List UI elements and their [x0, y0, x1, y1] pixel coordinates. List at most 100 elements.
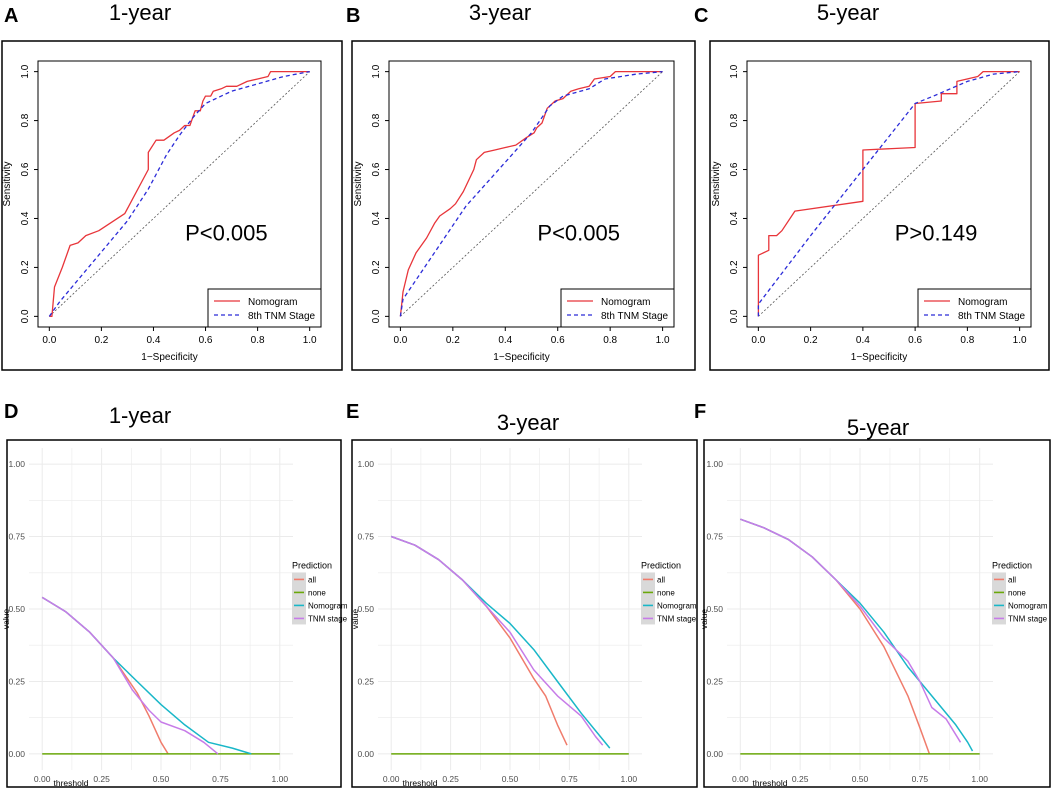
y-tick-label: 0.6: [20, 162, 31, 176]
legend-label: TNM stage: [308, 614, 348, 623]
x-tick-label: 0.25: [442, 774, 459, 784]
x-tick-label: 0.25: [93, 774, 110, 784]
series-nomogram: [757, 70, 1020, 317]
x-tick-label: 0.0: [393, 335, 407, 346]
y-tick-label: 0.8: [371, 113, 382, 127]
y-axis-label: value: [350, 609, 360, 630]
y-tick-label: 0.75: [706, 532, 723, 542]
y-axis-label: value: [699, 609, 709, 630]
panel-title: 1-year: [109, 0, 171, 25]
legend-label: 8th TNM Stage: [601, 311, 669, 322]
plot-area: [388, 60, 675, 328]
x-tick-label: 1.0: [656, 335, 670, 346]
legend-label: TNM stage: [1008, 614, 1048, 623]
legend-key-bg: [292, 572, 306, 625]
panel-title: 3-year: [469, 0, 531, 25]
y-tick-label: 0.00: [8, 749, 25, 759]
legend-label: Nomogram: [248, 297, 297, 308]
y-tick-label: 0.0: [371, 309, 382, 323]
y-axis-label: Sensitivity: [353, 161, 364, 206]
x-tick-label: 0.4: [147, 335, 161, 346]
x-axis-label: 1−Specificity: [493, 352, 549, 363]
y-tick-label: 1.0: [371, 64, 382, 78]
legend-label: none: [657, 588, 675, 597]
x-tick-label: 0.75: [561, 774, 578, 784]
panel-title: 5-year: [817, 0, 879, 25]
y-tick-label: 0.25: [706, 676, 723, 686]
y-tick-label: 0.75: [8, 532, 25, 542]
series-tnm-stage: [41, 596, 219, 755]
x-tick-label: 0.75: [212, 774, 229, 784]
y-tick-label: 0.4: [371, 211, 382, 225]
panel-frame: [351, 439, 698, 788]
panel-letter: F: [694, 401, 706, 423]
legend-label: 8th TNM Stage: [958, 311, 1026, 322]
series-tnm-stage: [390, 535, 604, 746]
x-tick-label: 1.0: [1013, 335, 1027, 346]
y-tick-label: 1.00: [706, 459, 723, 469]
legend-box: [917, 288, 1032, 328]
reference-diagonal: [49, 71, 310, 317]
panel-A: A 1-year 0.0 0.2 0.4 0.6 0.8 1.0 0.0 0.2 0.4 0.6 0.8…: [1, 0, 343, 371]
x-tick-label: 0.2: [94, 335, 108, 346]
legend-title: Prediction: [292, 560, 332, 570]
legend-label: Nomogram: [1008, 601, 1048, 610]
x-tick-label: 0.4: [498, 335, 512, 346]
panel-title: 1-year: [109, 403, 171, 428]
panel-F: F 5-year 0.00 0.25 0.50 0.75 1.00 0.00 0.25 0.50 0…: [694, 401, 1051, 788]
y-tick-label: 0.0: [729, 309, 740, 323]
y-tick-label: 0.4: [729, 211, 740, 225]
plot-area: [37, 60, 322, 328]
legend-label: none: [1008, 588, 1026, 597]
x-tick-label: 0.6: [199, 335, 213, 346]
x-tick-label: 0.00: [732, 774, 749, 784]
y-tick-label: 0.75: [357, 532, 374, 542]
legend-label: TNM stage: [657, 614, 697, 623]
series-nomogram: [399, 70, 663, 317]
legend-label: all: [308, 575, 316, 584]
panel-letter: B: [346, 5, 360, 27]
legend-box: [207, 288, 322, 328]
series-8th-tnm-stage: [48, 70, 310, 317]
x-axis-label: threshold: [54, 778, 89, 788]
x-axis-label: threshold: [753, 778, 788, 788]
legend-label: all: [1008, 575, 1016, 584]
y-axis-label: value: [1, 609, 11, 630]
series-nomogram: [49, 70, 310, 318]
y-tick-label: 1.0: [20, 64, 31, 78]
legend-label: 8th TNM Stage: [248, 311, 316, 322]
legend-title: Prediction: [641, 560, 681, 570]
y-tick-label: 0.8: [20, 113, 31, 127]
x-tick-label: 0.00: [383, 774, 400, 784]
series-tnm-stage: [740, 518, 962, 743]
legend-label: all: [657, 575, 665, 584]
panel-E: E 3-year 0.00 0.25 0.50 0.75 1.00 0.00 0.25 0.50 0…: [346, 401, 698, 788]
x-tick-label: 0.4: [856, 335, 870, 346]
x-axis-label: 1−Specificity: [851, 352, 907, 363]
x-tick-label: 1.0: [303, 335, 317, 346]
y-tick-label: 0.25: [8, 676, 25, 686]
x-tick-label: 0.0: [42, 335, 56, 346]
x-tick-label: 0.8: [960, 335, 974, 346]
panel-letter: A: [4, 5, 18, 27]
plot-area: [746, 60, 1032, 328]
legend-key-bg: [992, 572, 1006, 625]
x-tick-label: 0.8: [603, 335, 617, 346]
panel-letter: E: [346, 401, 359, 423]
x-tick-label: 1.00: [971, 774, 988, 784]
x-tick-label: 0.0: [751, 335, 765, 346]
x-tick-label: 0.8: [251, 335, 265, 346]
p-value-annotation: P<0.005: [185, 220, 268, 245]
y-tick-label: 0.50: [706, 604, 723, 614]
panel-B: B 3-year 0.0 0.2 0.4 0.6 0.8 1.0 0.0 0.2 0.4 0.6 0.8…: [346, 0, 696, 371]
panel-D: D 1-year 0.00 0.25 0.50 0.75 1.00 0.00 0.25 0.50 0…: [1, 401, 348, 788]
x-tick-label: 0.6: [551, 335, 565, 346]
series-8th-tnm-stage: [757, 70, 1020, 317]
y-tick-label: 0.25: [357, 676, 374, 686]
y-tick-label: 0.8: [729, 113, 740, 127]
x-axis-label: 1−Specificity: [141, 352, 197, 363]
legend-title: Prediction: [992, 560, 1032, 570]
legend-label: Nomogram: [308, 601, 348, 610]
x-tick-label: 0.75: [912, 774, 929, 784]
p-value-annotation: P<0.005: [537, 220, 620, 245]
